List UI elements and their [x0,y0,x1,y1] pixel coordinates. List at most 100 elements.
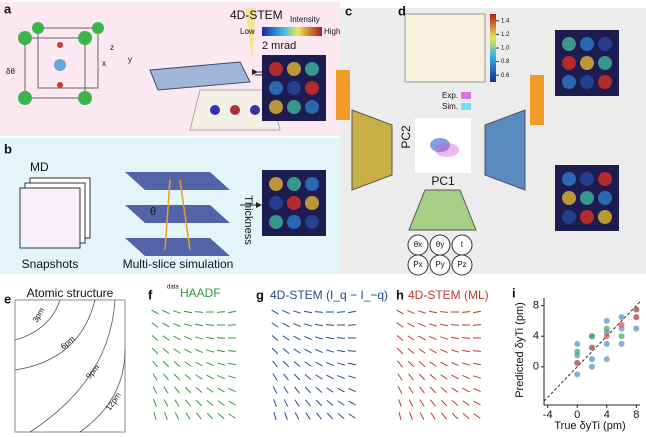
vector [151,309,159,315]
vector [164,412,168,420]
panel-label: i [512,285,516,300]
vector [216,311,226,313]
vector [304,361,312,367]
panel-label: b [4,141,12,156]
point [589,363,595,370]
vector [440,361,448,367]
vector [337,362,345,366]
vector [272,373,278,381]
disk [598,75,612,89]
disk [305,62,319,76]
output-node [429,254,451,276]
colorbar-low: Low [240,27,255,36]
vector [326,400,334,406]
point [618,340,625,347]
y-tick-label: 8 [533,300,539,312]
vector [430,399,436,407]
vector [462,362,470,366]
vector [162,309,170,315]
vector [315,387,323,393]
vector [429,335,437,341]
vector [163,399,169,407]
vector [337,400,345,406]
vector [418,310,426,314]
vector [152,373,158,381]
disk [562,75,576,89]
vector [152,360,158,368]
vector [429,361,437,367]
vector [272,386,278,394]
vector [305,412,311,420]
vector [153,399,157,407]
vector [162,335,170,341]
vector [429,374,437,380]
disk [269,62,283,76]
vector [316,412,322,420]
point [574,348,581,355]
vector [428,310,438,314]
vector [173,310,181,314]
vector [473,375,481,379]
vector [473,413,481,419]
vector [348,375,356,379]
vector [407,335,415,341]
vector [407,322,415,328]
vector [163,386,169,394]
vector [293,322,301,328]
vector [397,360,403,368]
disk [580,172,594,186]
vector [271,347,279,355]
disk [269,177,283,191]
vector [461,349,471,353]
vector [325,324,335,326]
disk [305,196,319,210]
disk [562,37,576,51]
outputs: θx θy t Px Py Pz [407,234,473,276]
md-snapshots [19,177,91,249]
vector [162,360,170,368]
vector [429,323,437,327]
vector [162,322,170,328]
vector [184,323,192,327]
vector [315,374,323,380]
vector [325,336,335,340]
vector [462,387,470,393]
vector [461,311,471,313]
vector [195,361,203,367]
md-label: MD [30,160,49,174]
vector [408,386,414,394]
thickness-label: Thickness [242,195,254,245]
panel-label: f [148,287,153,302]
disk [287,62,301,76]
disk [287,215,301,229]
beam [245,8,256,60]
vector [227,350,237,352]
vector [282,335,290,341]
vector [271,322,279,328]
disk [562,172,576,186]
disk [580,75,594,89]
vector [272,360,278,368]
vector [196,412,202,420]
disk [598,210,612,224]
disk [562,210,576,224]
vector [195,374,203,380]
vector [304,335,312,341]
vector [398,412,402,420]
colorbar-tick-label: 0.6 [501,73,510,79]
vector [347,362,357,366]
vector [206,361,214,367]
reference-line [543,301,641,402]
sample-slab [149,61,251,91]
panel-title: 4D-STEM (ML) [408,288,489,302]
vector [206,412,214,420]
vector [293,361,301,367]
vector [173,322,181,328]
disk [287,81,301,95]
vector [305,399,311,407]
vector [206,374,214,380]
vector [206,387,214,393]
vector [407,309,415,315]
vector [348,400,356,406]
